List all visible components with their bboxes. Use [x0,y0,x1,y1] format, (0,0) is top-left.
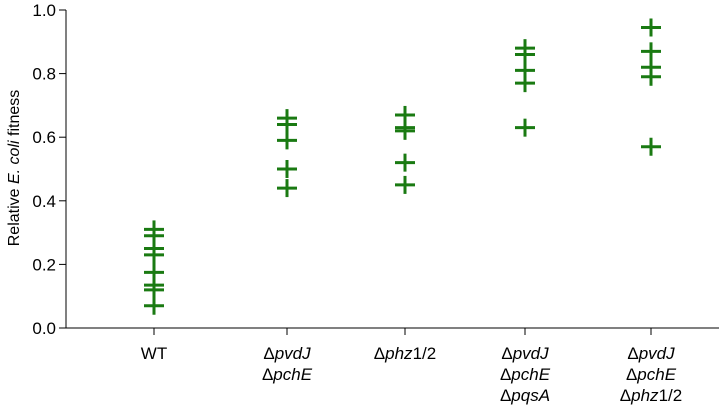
x-tick-label-part: Δ [374,344,385,363]
x-tick-label: Δphz1/2 [374,344,436,363]
data-point [641,67,661,86]
x-tick-label-part: phz [384,344,413,363]
y-tick-label: 1.0 [32,1,56,20]
x-tick-label-part: Δ [626,365,637,384]
x-tick-label-part: Δ [500,365,511,384]
x-tick-label: WT [141,344,167,363]
data-point [144,280,164,299]
y-axis-label-prefix: Relative [6,184,23,246]
data-points [144,18,661,315]
x-tick-label-part: Δ [500,386,511,405]
x-tick-label-part: pvdJ [512,344,549,363]
x-tick-label-part: pchE [636,365,676,384]
x-tick-label-part: 1/2 [413,344,437,363]
x-tick-label-part: Δ [620,386,631,405]
x-tick-label-part: Δ [501,344,512,363]
data-point [515,45,535,64]
y-axis-label-species: E. coli [6,140,23,184]
axes [65,10,719,329]
y-tick-label: 0.6 [32,128,56,147]
x-tick-label-part: pvdJ [274,344,311,363]
y-tick-label: 0.2 [32,255,56,274]
y-tick-label: 0.0 [32,319,56,338]
data-point [144,245,164,264]
y-axis-ticks: 0.0 0.2 0.4 0.6 0.8 1.0 [32,1,66,338]
data-point [277,115,297,134]
x-tick-label-part: pqsA [510,386,550,405]
x-tick-label-part: pvdJ [638,344,675,363]
x-tick-label-part: 1/2 [659,386,683,405]
x-tick-label-part: phz [630,386,659,405]
data-point [641,18,661,37]
x-tick-label: ΔpvdJ ΔpchE Δphz1/2 [620,344,682,405]
data-point [641,42,661,61]
data-point [641,137,661,156]
data-point [395,153,415,172]
x-tick-label-part: WT [141,344,167,363]
y-tick-label: 0.8 [32,65,56,84]
data-point [515,118,535,137]
data-point [277,131,297,150]
y-tick-label: 0.4 [32,192,56,211]
x-tick-label: ΔpvdJ ΔpchE ΔpqsA [500,344,551,405]
data-point [144,296,164,315]
data-point [515,74,535,93]
data-point [395,121,415,140]
x-tick-label: ΔpvdJ ΔpchE [262,344,313,384]
x-tick-label-part: Δ [263,344,274,363]
x-tick-label-part: Δ [627,344,638,363]
x-tick-label-part: Δ [262,365,273,384]
y-axis-label: Relative E. coli fitness [6,90,23,247]
data-point [277,160,297,178]
data-point [395,175,415,194]
y-axis-label-suffix: fitness [6,90,23,141]
data-point [277,179,297,198]
x-tick-label-part: pchE [510,365,550,384]
x-tick-label-part: pchE [272,365,312,384]
